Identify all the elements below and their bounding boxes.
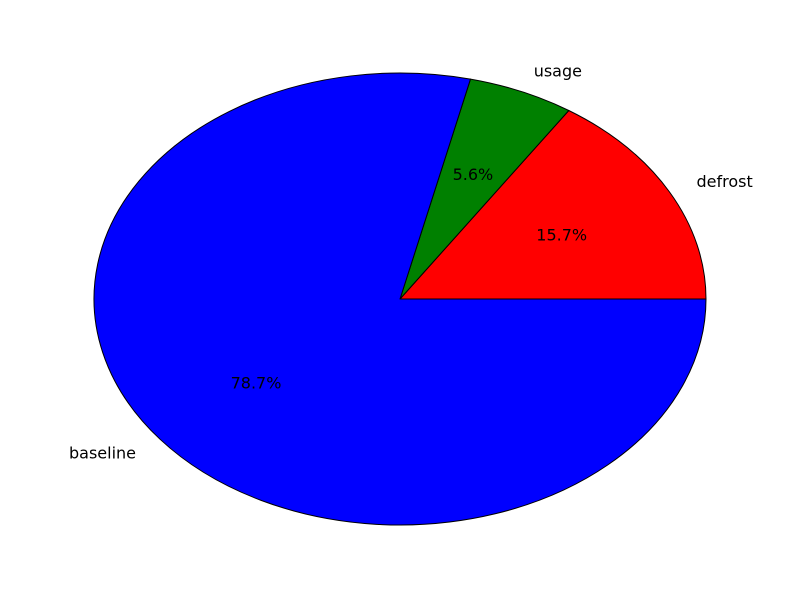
pie-percent-label-baseline: 78.7% bbox=[231, 374, 282, 393]
pie-slice-label-defrost: defrost bbox=[697, 172, 753, 191]
pie-slice-baseline bbox=[93, 72, 707, 526]
pie-percent-label-defrost: 15.7% bbox=[536, 225, 587, 244]
pie-labels: 15.7% defrost 5.6% usage 78.7% baseline bbox=[69, 61, 753, 462]
pie-slices bbox=[93, 72, 707, 526]
pie-slice-defrost bbox=[399, 110, 707, 300]
pie-percent-label-usage: 5.6% bbox=[453, 165, 494, 184]
pie-slice-label-usage: usage bbox=[534, 61, 582, 80]
pie-slice-label-baseline: baseline bbox=[69, 444, 136, 463]
